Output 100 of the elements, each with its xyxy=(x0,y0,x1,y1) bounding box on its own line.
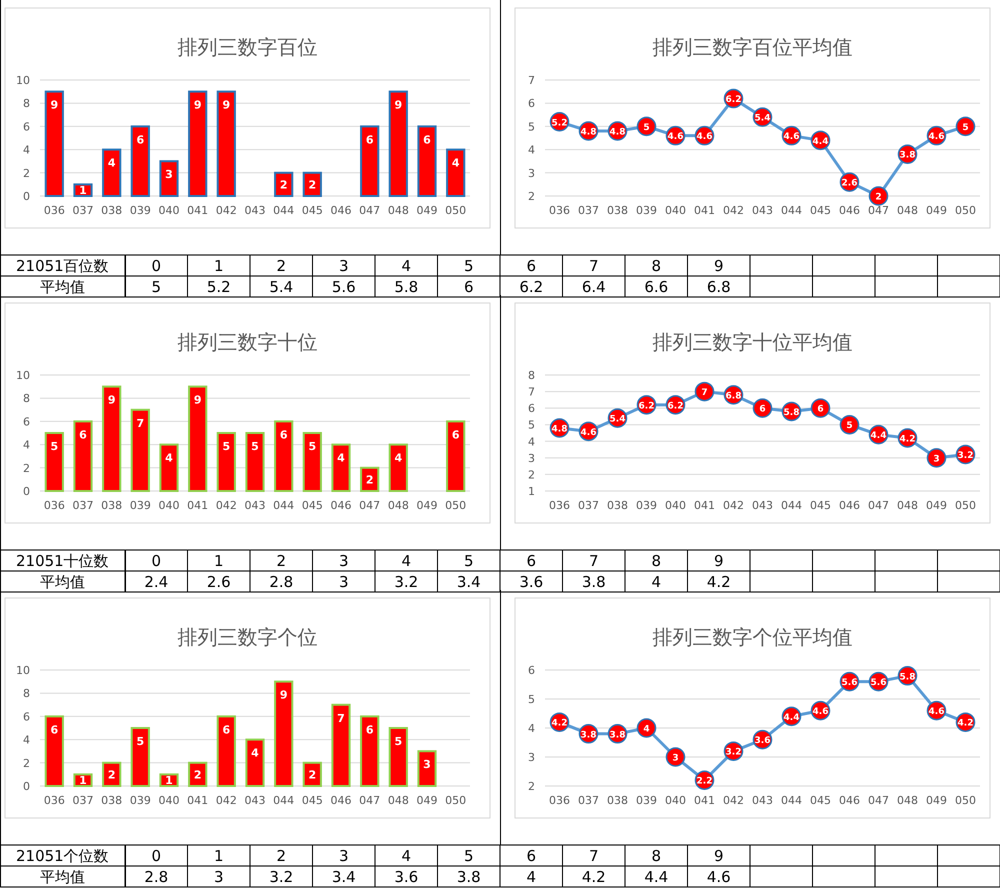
y-tick-label: 6 xyxy=(23,710,30,724)
x-tick-label: 049 xyxy=(416,499,438,512)
data-label: 3.8 xyxy=(900,150,916,161)
x-tick-label: 041 xyxy=(694,499,715,512)
x-tick-label: 2 xyxy=(276,257,286,275)
x-tick-label: 4 xyxy=(401,847,412,865)
x-tick-label: 048 xyxy=(897,794,918,807)
x-tick-label: 7 xyxy=(588,257,599,275)
x-tick-label: 046 xyxy=(330,499,352,512)
x-tick-label: 8 xyxy=(651,257,662,275)
x-tick-label: 045 xyxy=(302,204,323,217)
x-tick-label: 038 xyxy=(607,499,628,512)
data-label: 3.2 xyxy=(726,748,742,758)
x-tick-label: 041 xyxy=(694,204,715,217)
text: 6 xyxy=(366,133,374,146)
x-tick-label: 037 xyxy=(72,794,94,807)
chart-title: 排列三数字十位 xyxy=(178,330,318,354)
data-label: 3.4 xyxy=(456,573,481,591)
text: 1 xyxy=(165,774,173,788)
data-label: 2.4 xyxy=(144,573,168,591)
x-tick-label: 039 xyxy=(130,794,151,807)
y-tick-label: 6 xyxy=(528,402,535,416)
x-tick-label: 049 xyxy=(926,794,947,807)
text: 6 xyxy=(366,723,374,736)
x-tick-label: 045 xyxy=(810,204,831,217)
data-label: 2.6 xyxy=(206,573,231,591)
y-tick-label: 4 xyxy=(528,435,535,448)
y-tick-label: 8 xyxy=(23,392,30,406)
x-tick-label: 0 xyxy=(151,552,162,570)
data-label: 3.8 xyxy=(610,730,626,740)
x-tick-label: 039 xyxy=(636,204,657,217)
data-label: 4.2 xyxy=(552,718,568,729)
x-tick-label: 9 xyxy=(714,552,724,570)
text: 5 xyxy=(136,735,144,748)
y-tick-label: 6 xyxy=(528,664,535,677)
data-label: 2.8 xyxy=(144,868,168,886)
text: 7 xyxy=(337,712,345,725)
chart-title: 排列三数字个位 xyxy=(178,625,318,649)
data-label: 6 xyxy=(759,404,766,415)
data-label: 6.4 xyxy=(582,278,606,296)
data-label: 4.6 xyxy=(928,132,944,142)
x-tick-label: 039 xyxy=(130,499,151,512)
x-tick-label: 043 xyxy=(244,499,266,512)
data-label: 6 xyxy=(817,404,824,415)
data-label: 5.4 xyxy=(269,278,294,296)
x-tick-label: 8 xyxy=(651,552,662,570)
data-label: 2.6 xyxy=(842,178,858,189)
x-tick-label: 4 xyxy=(401,257,412,275)
data-label: 3.8 xyxy=(582,573,606,591)
chart-title: 排列三数字十位平均值 xyxy=(652,330,852,354)
text: 2 xyxy=(366,473,374,486)
x-tick-label: 042 xyxy=(216,204,237,217)
data-label: 4.4 xyxy=(644,868,668,886)
y-tick-label: 6 xyxy=(23,120,30,134)
data-label: 5.2 xyxy=(552,118,568,128)
x-tick-label: 050 xyxy=(955,204,976,217)
y-tick-label: 5 xyxy=(528,120,535,134)
x-tick-label: 049 xyxy=(416,204,438,217)
y-tick-label: 4 xyxy=(528,144,535,157)
text: 5 xyxy=(394,735,402,748)
x-tick-label: 048 xyxy=(388,204,409,217)
y-tick-label: 5 xyxy=(528,418,535,432)
x-tick-label: 048 xyxy=(897,204,918,217)
x-tick-label: 3 xyxy=(338,552,349,570)
x-tick-label: 046 xyxy=(330,204,352,217)
x-tick-label: 042 xyxy=(216,499,237,512)
x-tick-label: 047 xyxy=(359,499,380,512)
y-tick-label: 10 xyxy=(16,664,30,677)
y-tick-label: 8 xyxy=(23,97,30,110)
text: 5 xyxy=(222,440,230,453)
text: 2 xyxy=(194,768,202,782)
data-label: 2.2 xyxy=(696,776,712,787)
data-label: 4.2 xyxy=(958,718,974,729)
x-tick-label: 047 xyxy=(868,204,889,217)
y-tick-label: 4 xyxy=(23,144,30,157)
y-tick-label: 0 xyxy=(23,780,30,793)
data-label: 4.6 xyxy=(928,707,944,718)
data-label: 3.6 xyxy=(519,573,544,591)
data-label: 5 xyxy=(151,278,162,296)
data-label: 5 xyxy=(846,421,853,432)
y-tick-label: 平均值 xyxy=(40,573,85,591)
x-tick-label: 9 xyxy=(714,847,724,865)
data-label: 5.8 xyxy=(394,278,418,296)
x-tick-label: 042 xyxy=(216,794,237,807)
x-tick-label: 039 xyxy=(130,204,151,217)
x-tick-label: 1 xyxy=(214,257,224,275)
data-label: 4.2 xyxy=(706,573,731,591)
y-tick-label: 6 xyxy=(528,97,535,110)
y-tick-label: 7 xyxy=(528,74,535,87)
text: 4 xyxy=(108,156,116,170)
x-tick-label: 050 xyxy=(445,794,466,807)
x-tick-label: 041 xyxy=(187,794,208,807)
text: 4 xyxy=(394,452,402,465)
x-tick-label: 5 xyxy=(464,257,474,275)
text: 2 xyxy=(280,178,288,192)
data-label: 6.8 xyxy=(726,391,742,402)
x-tick-label: 046 xyxy=(330,794,352,807)
text: 2 xyxy=(308,178,316,192)
x-tick-label: 046 xyxy=(839,794,860,807)
x-tick-label: 037 xyxy=(72,499,94,512)
